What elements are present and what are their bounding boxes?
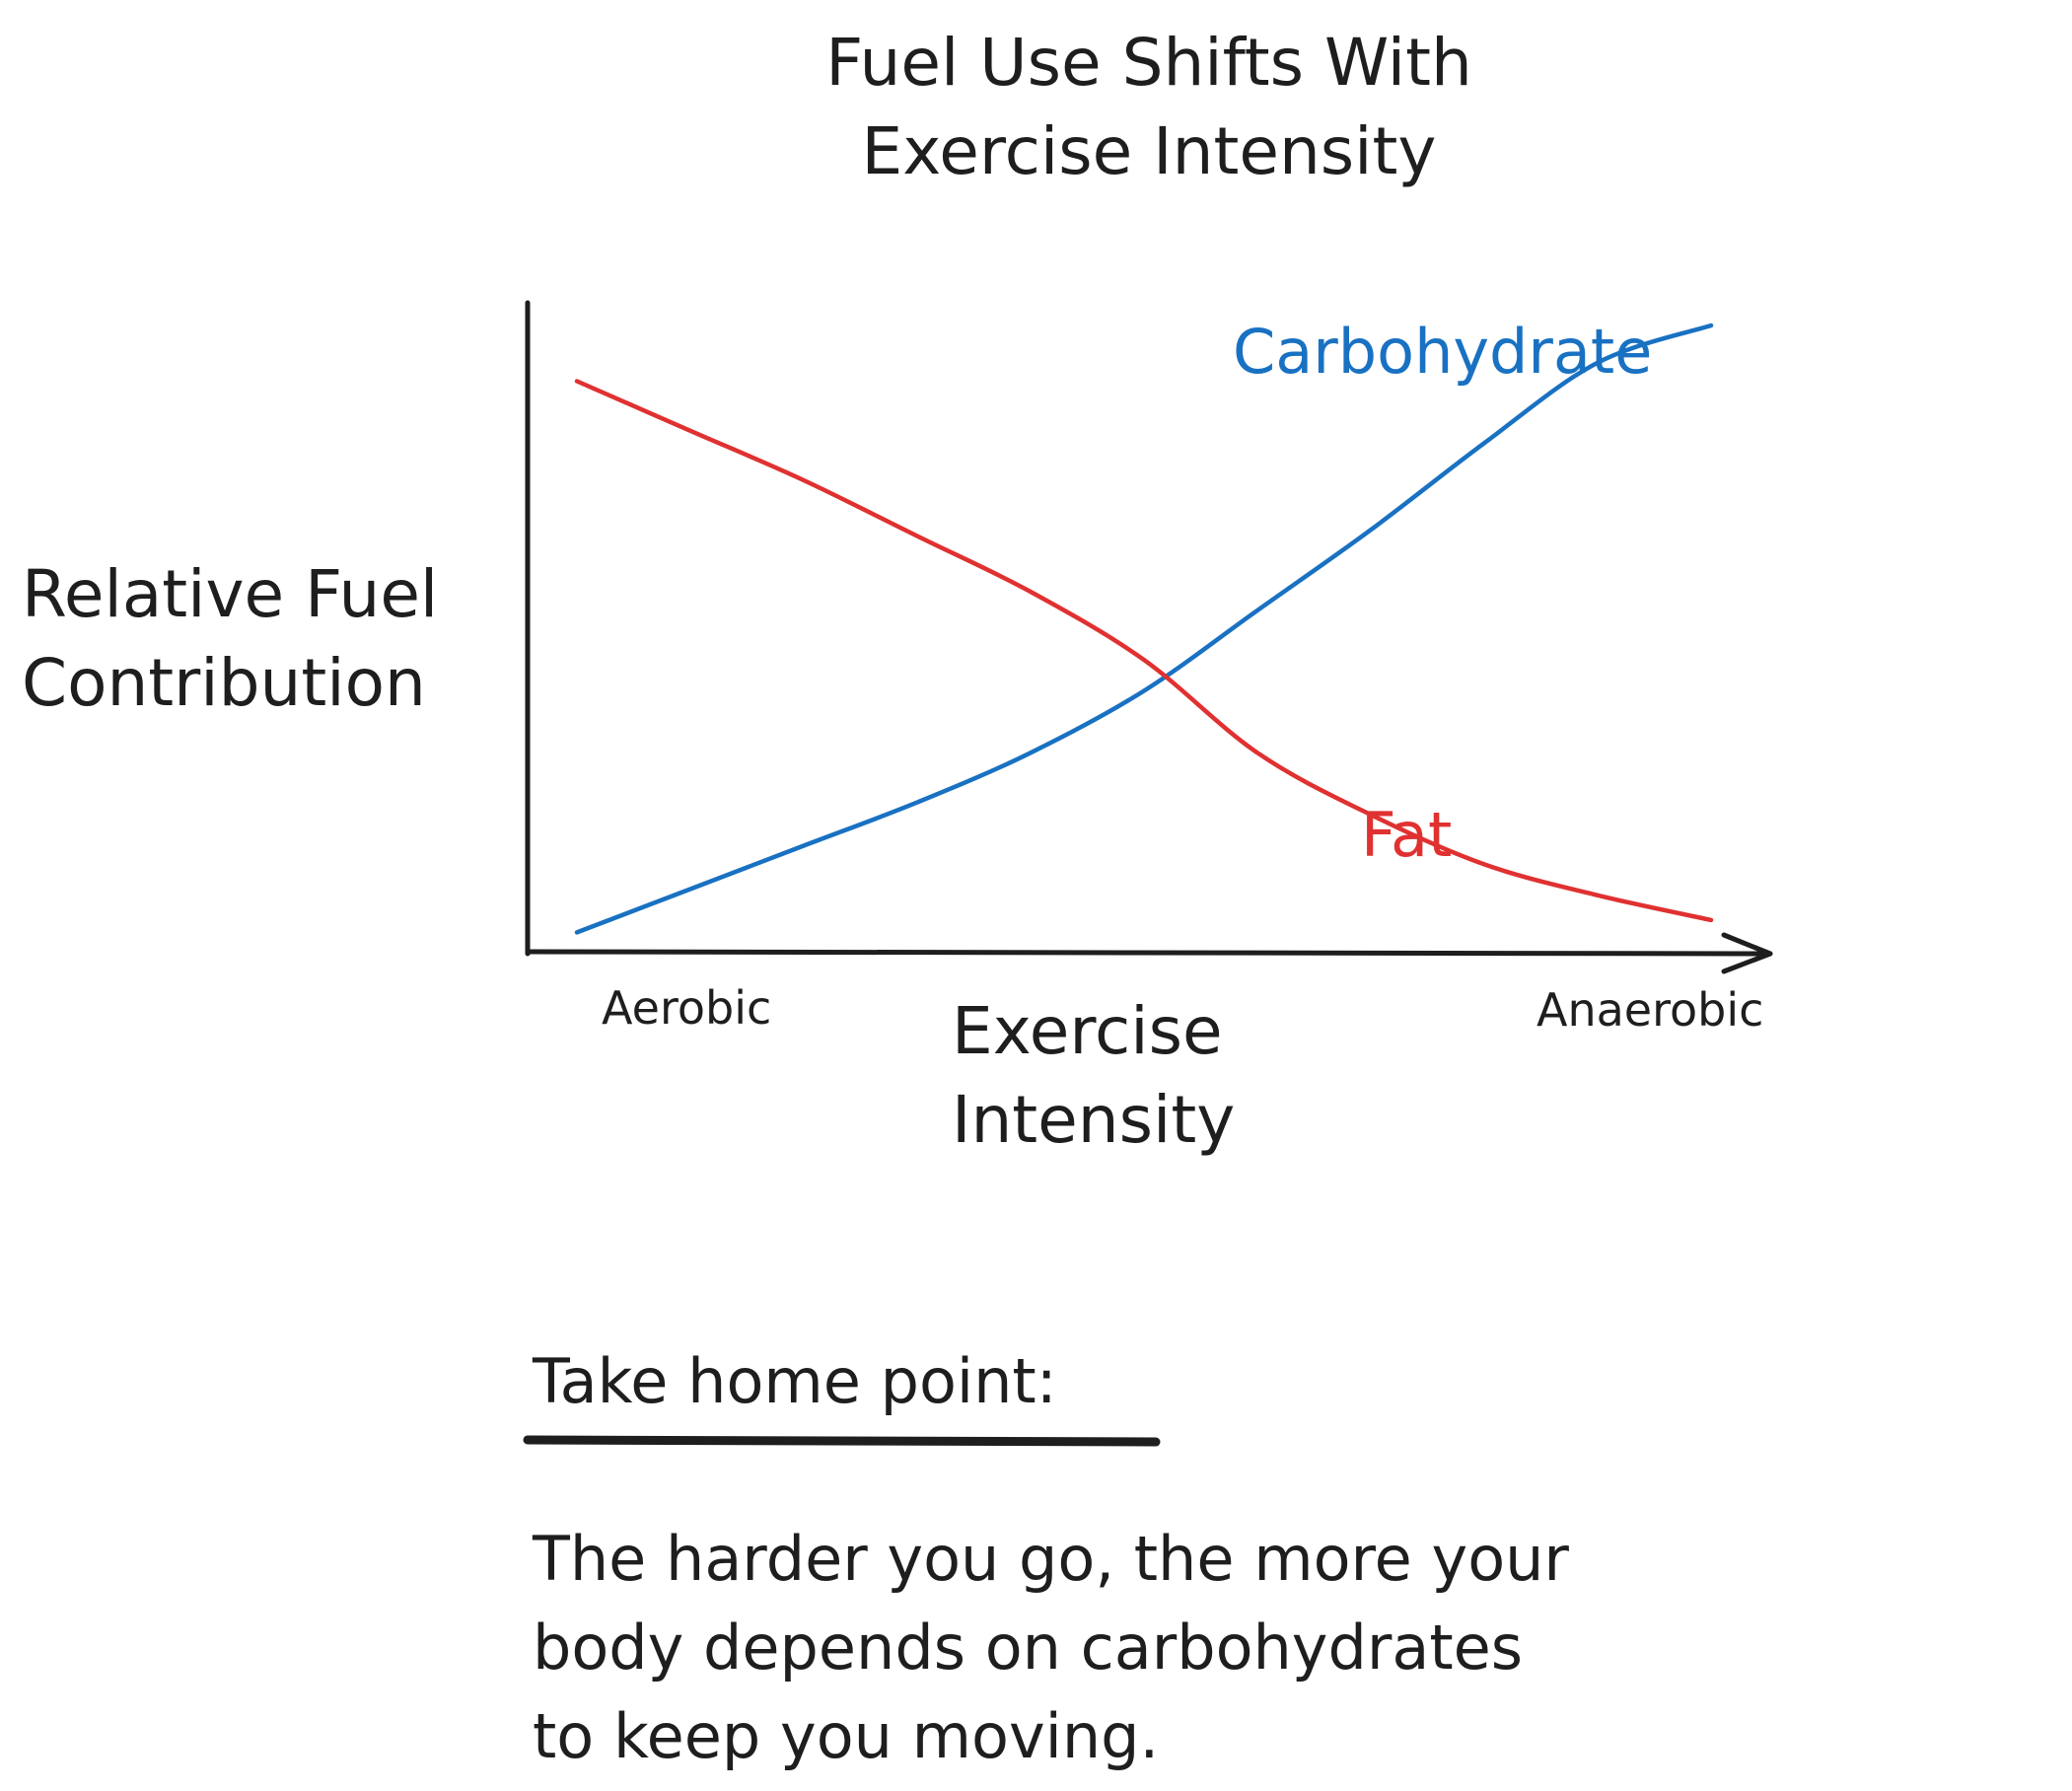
takehome-body-line-3: to keep you moving.	[533, 1700, 1159, 1772]
series-carbohydrate: Carbohydrate	[574, 316, 1714, 935]
data-point-fat-0	[575, 380, 579, 384]
takehome-underline	[523, 1435, 1161, 1447]
data-point-carbohydrate-10	[1709, 323, 1713, 327]
data-point-carbohydrate-2	[802, 844, 806, 848]
data-point-fat-2	[802, 478, 806, 482]
takehome-heading: Take home point:	[532, 1345, 1057, 1417]
data-point-carbohydrate-6	[1255, 609, 1259, 612]
x-axis-title-line-2: Intensity	[952, 1082, 1235, 1158]
data-point-fat-9	[1596, 894, 1600, 897]
x-axis-arrowhead	[1721, 932, 1773, 974]
series-layer: Carbohydrate Fat	[574, 316, 1714, 935]
data-point-carbohydrate-0	[575, 930, 579, 934]
series-fat: Fat	[574, 379, 1714, 923]
series-line-carbohydrate	[574, 322, 1714, 935]
data-point-carbohydrate-8	[1482, 441, 1486, 445]
series-label-fat: Fat	[1361, 799, 1452, 871]
chart-title-line-2: Exercise Intensity	[862, 113, 1437, 189]
x-axis	[525, 949, 1773, 957]
y-axis-title-line-2: Contribution	[22, 645, 426, 721]
takehome-body-line-2: body depends on carbohydrates	[533, 1612, 1523, 1684]
data-point-carbohydrate-3	[915, 801, 919, 805]
data-point-carbohydrate-4	[1029, 751, 1033, 754]
data-point-fat-4	[1029, 590, 1033, 594]
x-axis-title-line-1: Exercise	[952, 993, 1223, 1069]
x-tick-label-aerobic: Aerobic	[602, 981, 771, 1035]
data-point-carbohydrate-5	[1142, 689, 1146, 693]
data-point-fat-1	[688, 429, 692, 433]
x-tick-label-anaerobic: Anaerobic	[1536, 983, 1763, 1037]
data-point-carbohydrate-1	[688, 888, 692, 892]
takehome-body-line-1: The harder you go, the more your	[532, 1523, 1569, 1595]
data-point-fat-3	[915, 535, 919, 538]
data-point-fat-8	[1482, 862, 1486, 866]
y-axis-title-line-1: Relative Fuel	[22, 556, 438, 632]
chart-title-line-1: Fuel Use Shifts With	[825, 25, 1472, 101]
data-point-fat-5	[1142, 658, 1146, 662]
series-line-fat	[574, 379, 1714, 923]
series-label-carbohydrate: Carbohydrate	[1233, 316, 1652, 388]
data-point-fat-6	[1255, 751, 1259, 754]
data-point-carbohydrate-7	[1369, 528, 1373, 532]
data-point-fat-10	[1709, 918, 1713, 922]
